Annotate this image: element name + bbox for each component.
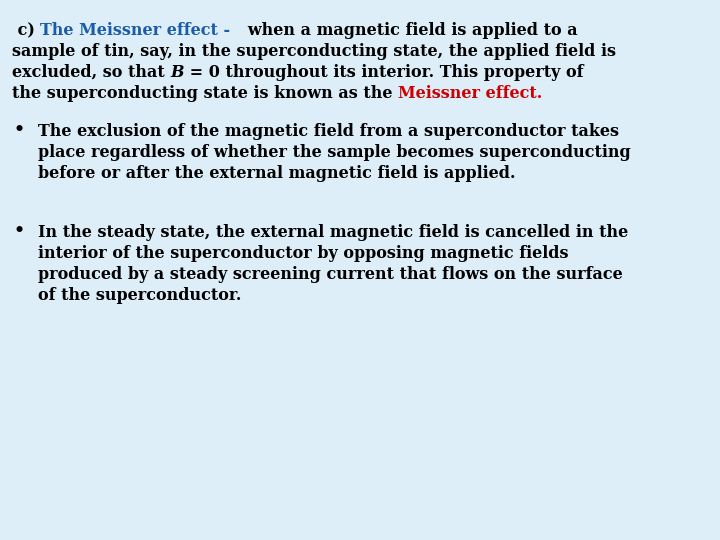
Text: The Meissner effect -: The Meissner effect - <box>40 22 230 39</box>
Text: place regardless of whether the sample becomes superconducting: place regardless of whether the sample b… <box>38 144 631 161</box>
Text: sample of tin, say, in the superconducting state, the applied field is: sample of tin, say, in the superconducti… <box>12 43 616 60</box>
Text: of the superconductor.: of the superconductor. <box>38 287 241 304</box>
Text: Meissner effect.: Meissner effect. <box>398 85 542 102</box>
Text: the superconducting state is known as the: the superconducting state is known as th… <box>12 85 398 102</box>
Text: when a magnetic field is applied to a: when a magnetic field is applied to a <box>230 22 577 39</box>
Text: excluded, so that: excluded, so that <box>12 64 171 81</box>
Text: •: • <box>14 121 25 138</box>
Text: = 0 throughout its interior. This property of: = 0 throughout its interior. This proper… <box>184 64 583 81</box>
Text: before or after the external magnetic field is applied.: before or after the external magnetic fi… <box>38 165 516 182</box>
Text: produced by a steady screening current that flows on the surface: produced by a steady screening current t… <box>38 266 623 283</box>
Text: B: B <box>171 64 184 81</box>
Text: The exclusion of the magnetic field from a superconductor takes: The exclusion of the magnetic field from… <box>38 123 619 140</box>
Text: interior of the superconductor by opposing magnetic fields: interior of the superconductor by opposi… <box>38 245 569 262</box>
Text: In the steady state, the external magnetic field is cancelled in the: In the steady state, the external magnet… <box>38 224 629 241</box>
Text: c): c) <box>12 22 40 39</box>
Text: •: • <box>14 222 25 239</box>
